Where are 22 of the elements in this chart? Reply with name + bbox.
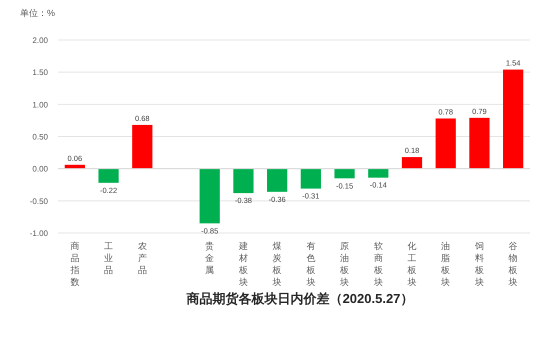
ylabel: 单位：% [20,8,56,18]
ytick: 0.00 [32,164,48,174]
ytick: 1.50 [32,68,48,78]
ytick: -0.50 [30,196,48,206]
ytick: 0.50 [32,132,48,142]
xtick: 化工板块 [408,241,416,287]
xtick: 油脂板块 [441,241,450,287]
xtick: 贵金属 [205,241,214,275]
xtick: 原油板块 [340,241,350,287]
xtick: 工业品 [104,241,114,275]
title: 商品期货各板块日内价差（2020.5.27） [186,291,414,306]
xtick: 谷物板块 [508,241,518,287]
xtick: 建材板块 [238,241,248,287]
xtick: 有色板块 [306,241,316,287]
xtick: 软商板块 [374,241,383,287]
ytick: 1.00 [32,100,48,110]
xtick: 农产品 [138,241,147,275]
xtick: 商品指数 [70,241,80,287]
ytick: 2.00 [32,36,48,45]
ytick: -1.00 [30,229,48,238]
xtick: 煤炭板块 [272,241,282,287]
xtick: 饲料板块 [474,241,484,287]
